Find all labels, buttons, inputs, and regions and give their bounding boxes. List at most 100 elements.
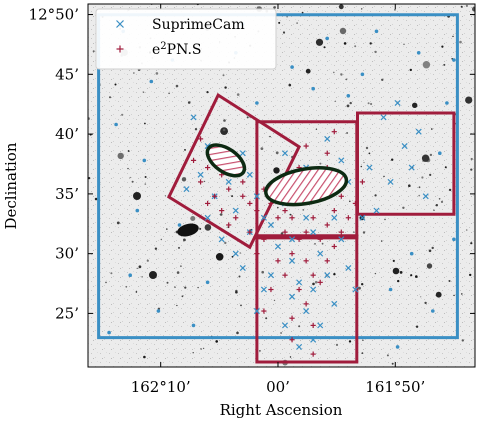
- background-star: [443, 63, 446, 66]
- legend-label-e2pns: e2PN.S: [152, 41, 202, 58]
- suprimecam-dot: [416, 51, 421, 55]
- background-star: [194, 128, 198, 131]
- suprimecam-dot: [255, 101, 259, 105]
- background-star: [374, 194, 377, 197]
- e2pns-point: [254, 208, 260, 214]
- background-star: [192, 352, 194, 354]
- background-star: [203, 180, 206, 183]
- suprimecam-dot: [290, 65, 294, 69]
- e2pns-point: [254, 251, 260, 257]
- background-star: [88, 177, 91, 180]
- background-star: [418, 194, 421, 197]
- background-star: [136, 267, 138, 269]
- suprimecam-point: [183, 186, 190, 193]
- background-star: [470, 168, 473, 171]
- background-star: [222, 74, 225, 77]
- background-star: [452, 35, 454, 38]
- background-star: [224, 86, 227, 89]
- suprimecam-point: [331, 300, 338, 307]
- background-star: [392, 267, 400, 275]
- suprimecam-dot: [156, 309, 161, 313]
- e2pns-point: [303, 143, 309, 149]
- background-star: [333, 71, 335, 74]
- e2pns-point: [338, 193, 344, 199]
- e2pns-point: [247, 229, 253, 235]
- e2pns-point: [240, 179, 246, 185]
- background-star: [363, 161, 365, 164]
- background-star: [168, 92, 170, 95]
- background-star: [392, 259, 395, 262]
- background-star: [469, 273, 472, 277]
- e2pns-point: [261, 308, 267, 314]
- background-star: [190, 216, 196, 221]
- suprimecam-point: [239, 264, 246, 272]
- background-star: [435, 204, 438, 207]
- suprimecam-dot: [445, 101, 449, 105]
- e2pns-point: [268, 286, 274, 293]
- background-star: [354, 45, 357, 48]
- background-star: [340, 73, 343, 76]
- background-star: [223, 119, 226, 122]
- background-star: [369, 42, 372, 45]
- background-star: [472, 6, 475, 12]
- background-star: [428, 249, 432, 253]
- background-star: [187, 101, 191, 104]
- e2pns-point: [261, 236, 267, 242]
- background-star: [129, 176, 131, 179]
- suprimecam-dot: [325, 36, 330, 41]
- y-tick-label: 30’: [55, 245, 79, 263]
- background-star: [367, 102, 370, 105]
- background-star: [444, 166, 447, 169]
- background-star: [199, 227, 202, 230]
- background-star: [286, 16, 288, 18]
- suprimecam-point: [345, 264, 352, 272]
- suprimecam-point: [289, 236, 296, 243]
- e2pns-point: [197, 179, 204, 185]
- background-star: [143, 355, 146, 359]
- suprimecam-point: [373, 207, 380, 214]
- bright-star: [149, 271, 157, 279]
- suprimecam-point: [415, 128, 422, 135]
- background-star: [231, 195, 234, 198]
- e2pns-point: [310, 215, 316, 221]
- background-star: [410, 274, 413, 277]
- suprimecam-dot: [452, 58, 456, 62]
- background-star: [459, 40, 462, 44]
- background-star: [421, 154, 430, 162]
- background-star: [184, 286, 187, 289]
- suprimecam-dot: [438, 151, 442, 155]
- background-star: [465, 96, 473, 104]
- e2pns-point: [303, 301, 309, 307]
- e2pns-point: [296, 286, 302, 293]
- background-star: [461, 339, 464, 342]
- legend-box: [95, 8, 277, 70]
- background-star: [180, 265, 182, 268]
- suprimecam-point: [260, 214, 267, 221]
- background-star: [383, 175, 385, 178]
- background-star: [448, 188, 452, 192]
- suprimecam-point: [246, 171, 253, 178]
- background-star: [238, 275, 241, 278]
- background-star: [261, 270, 265, 274]
- suprimecam-point: [422, 193, 429, 200]
- e2pns-point: [233, 215, 239, 221]
- suprimecam-point: [352, 286, 359, 293]
- background-star: [431, 246, 434, 250]
- background-star: [200, 348, 202, 350]
- background-star: [236, 93, 240, 96]
- x-axis-label: Right Ascension: [220, 401, 343, 419]
- e2pns-point: [324, 222, 330, 228]
- background-star: [422, 160, 424, 162]
- suprimecam-dot: [346, 94, 351, 98]
- suprimecam-dot: [374, 29, 379, 34]
- background-star: [403, 43, 405, 45]
- legend-x-marker: [116, 20, 124, 28]
- suprimecam-dot: [431, 309, 435, 313]
- e2pns-point: [282, 229, 288, 235]
- background-star: [333, 273, 336, 276]
- e2pns-point: [289, 337, 295, 343]
- background-star: [174, 286, 176, 289]
- suprimecam-point: [324, 135, 331, 142]
- background-star: [178, 246, 180, 249]
